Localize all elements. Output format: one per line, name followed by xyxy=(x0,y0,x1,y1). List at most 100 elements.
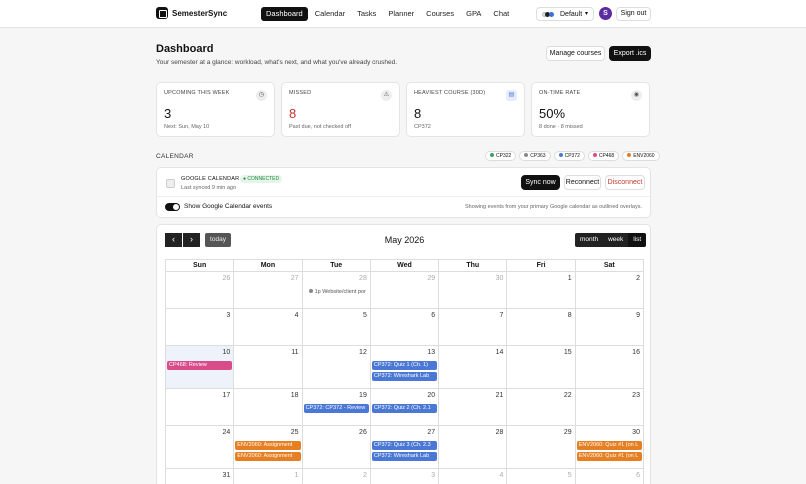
day-cell[interactable]: 29 xyxy=(506,426,574,468)
day-number: 21 xyxy=(495,392,504,399)
today-button[interactable]: today xyxy=(205,233,231,247)
day-cell[interactable]: 20 CP372: Quiz 2 (Ch. 2.1 xyxy=(369,389,438,425)
day-cell[interactable]: 17 xyxy=(166,389,233,425)
weekday-label: Fri xyxy=(506,260,574,271)
nav-link-courses[interactable]: Courses xyxy=(426,9,455,18)
nav-link-dashboard[interactable]: Dashboard xyxy=(261,7,308,21)
day-cell[interactable]: 14 xyxy=(438,346,506,388)
day-number: 31 xyxy=(222,472,231,479)
day-cell[interactable]: 12 xyxy=(301,346,370,388)
calendar-event[interactable]: ENV2060: Assignment xyxy=(235,441,301,450)
day-number: 29 xyxy=(427,275,436,282)
calendar-event[interactable]: CP372: Quiz 1 (Ch. 1) xyxy=(371,361,438,370)
nav-link-planner[interactable]: Planner xyxy=(388,9,415,18)
day-cell[interactable]: 3 xyxy=(369,469,438,484)
view-month-button[interactable]: month xyxy=(575,233,604,247)
day-cell[interactable]: 2 xyxy=(574,272,643,308)
course-chip-cp322[interactable]: CP322 xyxy=(485,151,517,161)
target-icon: ◉ xyxy=(631,90,642,101)
day-cell[interactable]: 4 xyxy=(233,309,301,345)
avatar[interactable]: S xyxy=(599,7,612,20)
calendar-event[interactable]: CP372: Wireshark Lab xyxy=(371,452,438,461)
calendar-event[interactable]: CP372: Quiz 2 (Ch. 2.1 xyxy=(371,404,438,413)
export-ics-button[interactable]: Export .ics xyxy=(609,46,651,61)
theme-label: Default xyxy=(560,11,583,18)
view-list-button[interactable]: list xyxy=(628,233,647,247)
calendar-event[interactable]: CP372: CP372 - Review xyxy=(303,404,369,413)
day-cell[interactable]: 19 CP372: CP372 - Review xyxy=(301,389,370,425)
calendar-event[interactable]: CP372: Wireshark Lab xyxy=(371,372,438,381)
manage-courses-button[interactable]: Manage courses xyxy=(546,46,605,61)
nav-link-tasks[interactable]: Tasks xyxy=(357,9,377,18)
stat-note: 8 done · 8 missed xyxy=(539,124,583,130)
calendar-event[interactable]: CP372: Quiz 3 (Ch. 2.3 xyxy=(371,441,438,450)
calendar-event[interactable]: ENV2060: Quiz #1 (on L xyxy=(576,452,642,461)
nav-link-chat[interactable]: Chat xyxy=(493,9,510,18)
day-cell[interactable]: 16 xyxy=(574,346,643,388)
calendar-panel: ‹ › today May 2026 month week list Sun Mon T… xyxy=(156,224,651,484)
day-cell[interactable]: 26 xyxy=(166,272,233,308)
day-cell[interactable]: 28 1p Website/client por xyxy=(301,272,370,308)
day-cell[interactable]: 6 xyxy=(369,309,438,345)
course-chip-cp363[interactable]: CP363 xyxy=(519,151,551,161)
day-cell[interactable]: 7 xyxy=(438,309,506,345)
day-cell[interactable]: 13 CP372: Quiz 1 (Ch. 1) CP372: Wireshark … xyxy=(369,346,438,388)
sync-now-button[interactable]: Sync now xyxy=(521,175,560,190)
day-cell[interactable]: 25 ENV2060: Assignment ENV2060: Assignment xyxy=(233,426,301,468)
day-cell[interactable]: 23 xyxy=(574,389,643,425)
day-cell[interactable]: 30 xyxy=(438,272,506,308)
day-cell[interactable]: 9 xyxy=(574,309,643,345)
course-filter-chips: CP322 CP363 CP372 CP468 ENV2060 xyxy=(485,151,660,161)
divider xyxy=(157,196,650,197)
day-cell[interactable]: 18 xyxy=(233,389,301,425)
day-cell[interactable]: 1 xyxy=(233,469,301,484)
day-cell[interactable]: 3 xyxy=(166,309,233,345)
day-cell[interactable]: 4 xyxy=(438,469,506,484)
day-cell[interactable]: 1 xyxy=(506,272,574,308)
day-cell[interactable]: 15 xyxy=(506,346,574,388)
day-cell[interactable]: 30 ENV2060: Quiz #1 (on L ENV2060: Quiz #1… xyxy=(574,426,643,468)
day-cell[interactable]: 2 xyxy=(301,469,370,484)
day-cell[interactable]: 27 CP372: Quiz 3 (Ch. 2.3 CP372: Wireshark… xyxy=(369,426,438,468)
day-cell[interactable]: 10 CP468: Review xyxy=(166,346,234,388)
google-events-toggle[interactable] xyxy=(165,203,180,211)
weekday-label: Tue xyxy=(301,260,370,271)
toggle-label: Show Google Calendar events xyxy=(184,203,273,210)
day-cell[interactable]: 27 xyxy=(233,272,301,308)
next-month-button[interactable]: › xyxy=(183,233,200,247)
day-cell[interactable]: 5 xyxy=(506,469,574,484)
calendar-event[interactable]: CP468: Review xyxy=(167,361,233,370)
day-cell[interactable]: 26 xyxy=(301,426,370,468)
calendar-event[interactable]: ENV2060: Assignment xyxy=(235,452,301,461)
disconnect-button[interactable]: Disconnect xyxy=(605,175,645,190)
week-row: 10 CP468: Review 11 12 13 CP372: Quiz 1 (Ch. … xyxy=(165,345,644,388)
course-chip-cp468[interactable]: CP468 xyxy=(587,151,620,161)
day-cell[interactable]: 29 xyxy=(369,272,438,308)
day-cell[interactable]: 6 xyxy=(574,469,643,484)
course-chip-env2060[interactable]: ENV2060 xyxy=(622,151,660,161)
day-cell[interactable]: 28 xyxy=(438,426,506,468)
reconnect-button[interactable]: Reconnect xyxy=(564,175,601,190)
day-cell[interactable]: 5 xyxy=(301,309,370,345)
nav-link-calendar[interactable]: Calendar xyxy=(314,9,346,18)
calendar-event[interactable]: 1p Website/client por xyxy=(308,289,366,295)
sign-out-button[interactable]: Sign out xyxy=(616,7,651,21)
day-number: 18 xyxy=(290,392,299,399)
overlay-note: Showing events from your primary Google … xyxy=(464,204,642,210)
day-cell[interactable]: 8 xyxy=(506,309,574,345)
nav-link-gpa[interactable]: GPA xyxy=(466,9,482,18)
theme-select[interactable]: Default ▾ xyxy=(536,7,594,21)
calendar-event[interactable]: ENV2060: Quiz #1 (on L xyxy=(576,441,642,450)
day-cell[interactable]: 24 xyxy=(166,426,233,468)
stat-card: MISSED 8 Past due, not checked off ⚠ xyxy=(281,82,400,137)
day-cell[interactable]: 21 xyxy=(438,389,506,425)
event-label: 1p Website/client por xyxy=(314,289,366,295)
prev-month-button[interactable]: ‹ xyxy=(165,233,182,247)
day-cell[interactable]: 11 xyxy=(233,346,301,388)
day-cell[interactable]: 31 xyxy=(166,469,233,484)
course-chip-cp372[interactable]: CP372 xyxy=(553,151,585,161)
day-number: 27 xyxy=(427,429,436,436)
course-color-dot xyxy=(490,153,494,157)
day-cell[interactable]: 22 xyxy=(506,389,574,425)
view-week-button[interactable]: week xyxy=(603,233,629,247)
